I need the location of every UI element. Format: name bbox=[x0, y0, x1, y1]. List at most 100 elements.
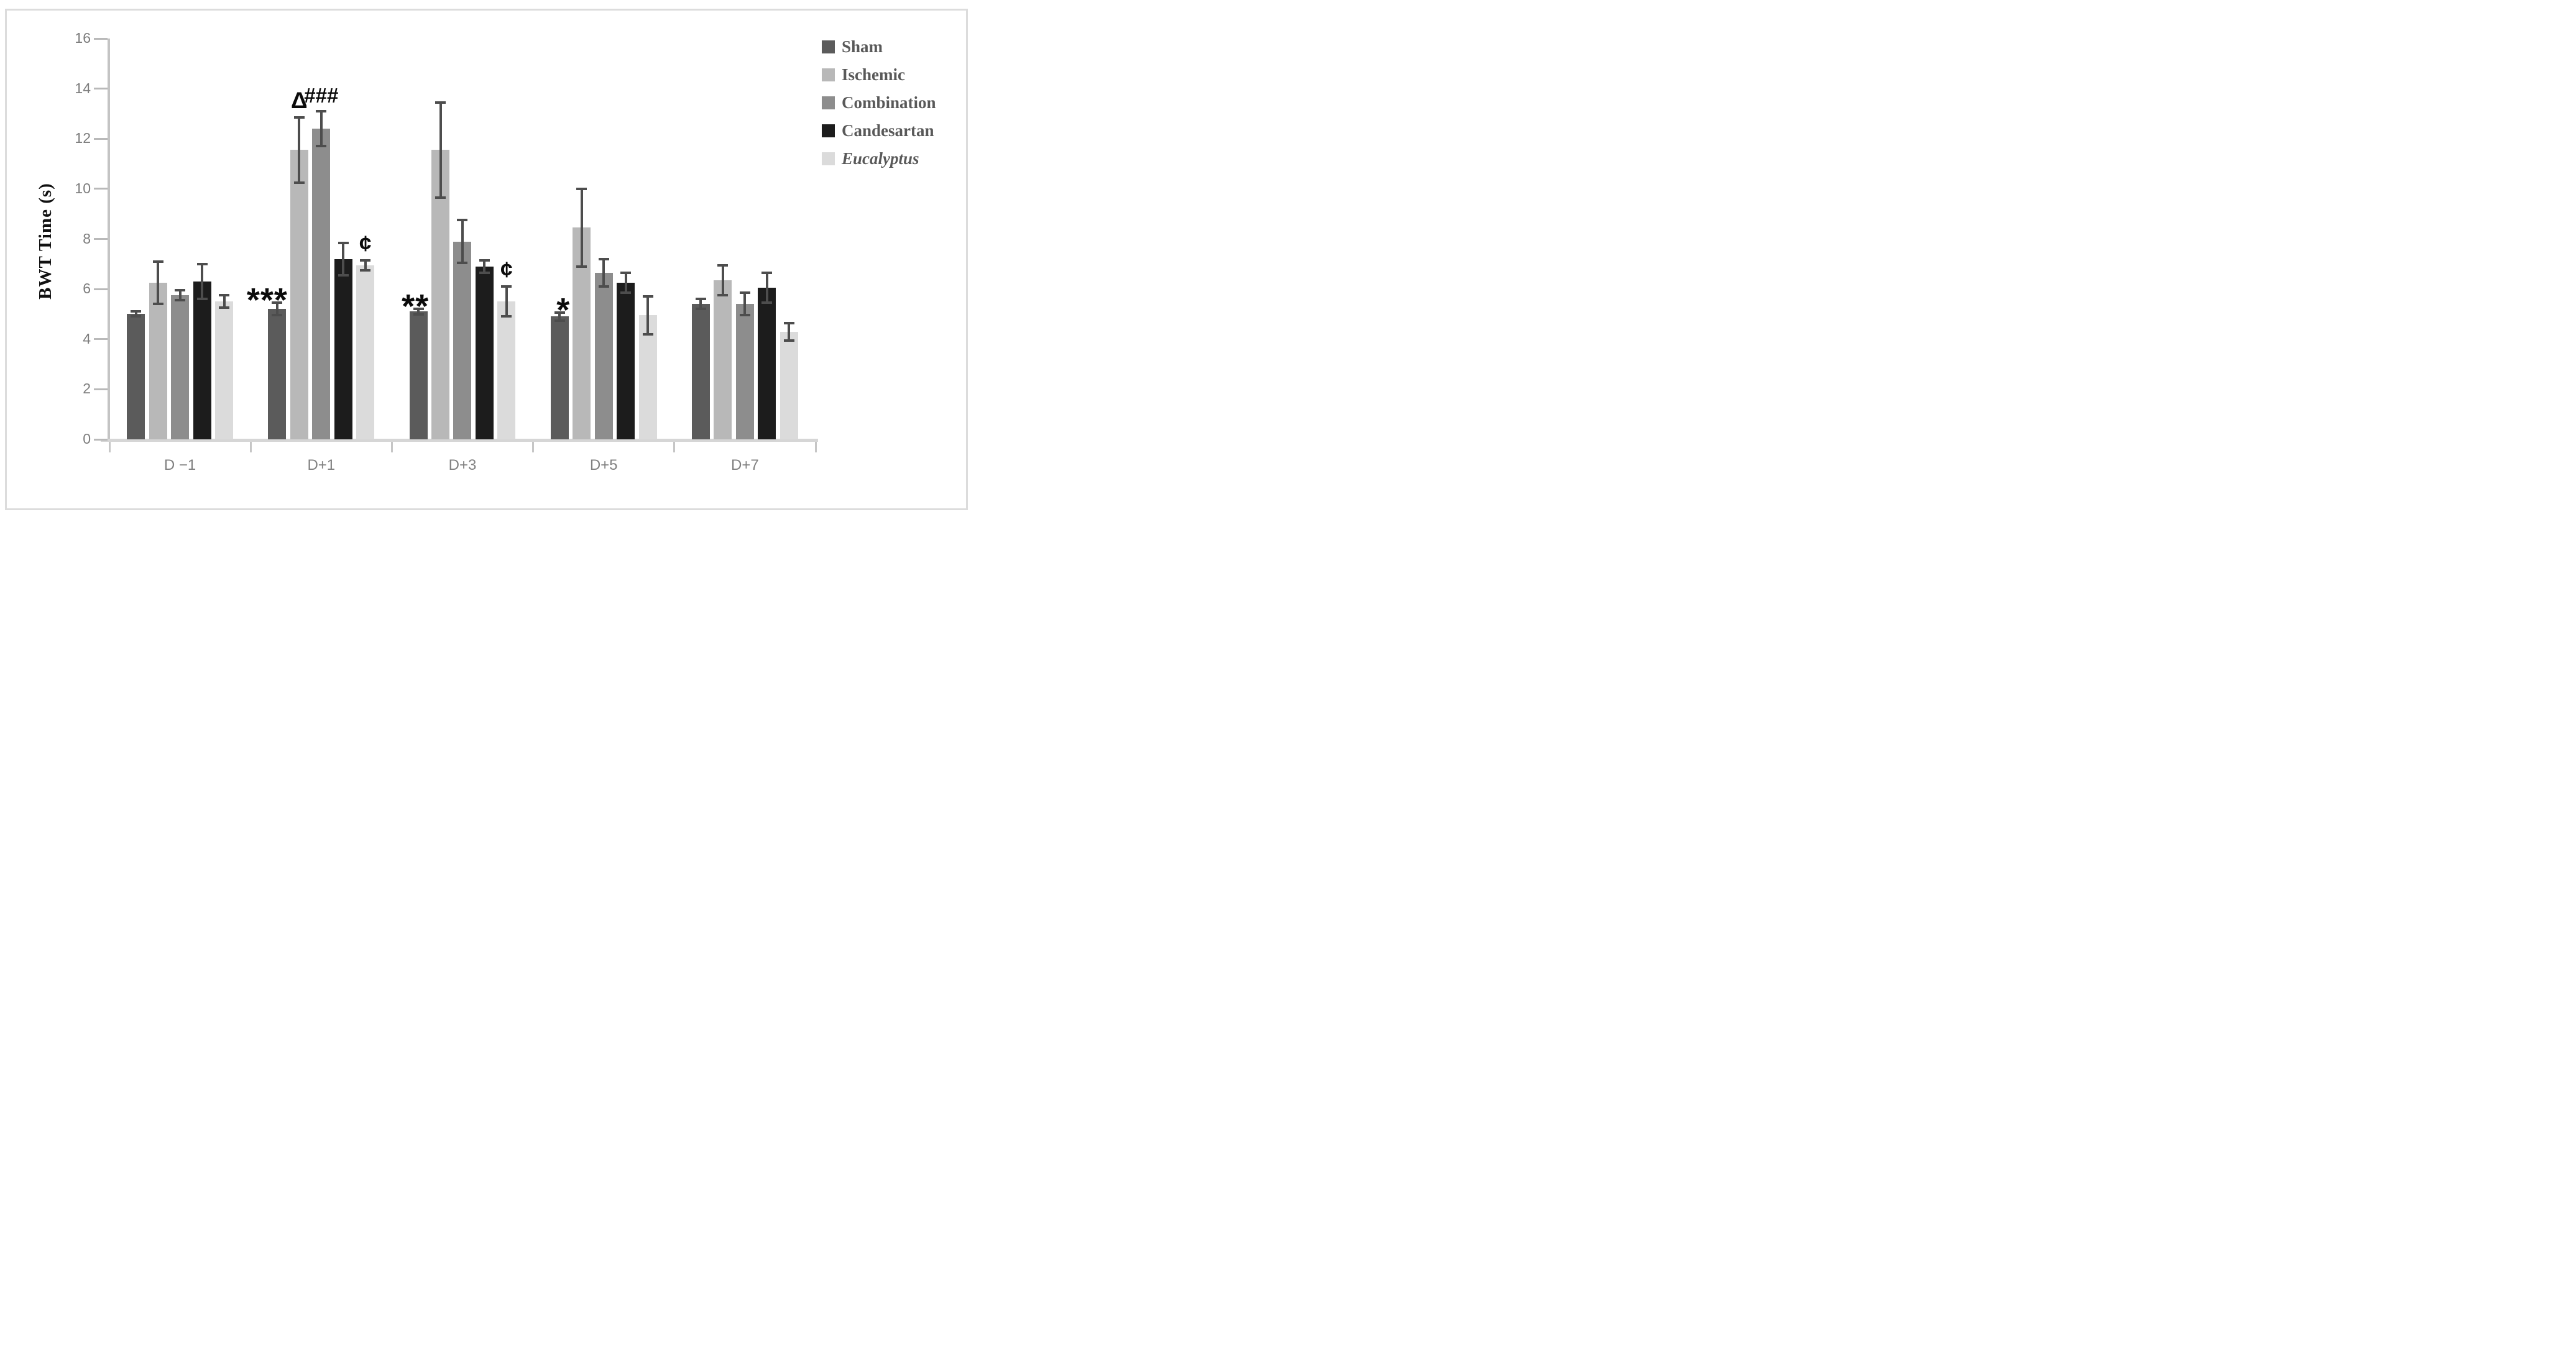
error-bar-cap-top bbox=[413, 307, 424, 310]
error-bar-stem bbox=[364, 260, 367, 270]
legend-swatch-eucalyptus bbox=[822, 152, 835, 165]
error-bar-cap-top bbox=[620, 271, 632, 274]
bar-cell bbox=[617, 39, 635, 439]
legend-label: Eucalyptus bbox=[842, 149, 919, 168]
y-tick-label: 6 bbox=[83, 280, 91, 297]
error-bar-cap-top bbox=[338, 241, 349, 244]
error-bar-cap-top bbox=[196, 262, 208, 265]
legend-label: Candesartan bbox=[842, 121, 934, 140]
bar-ischemic-D+7 bbox=[714, 280, 732, 439]
bar-cell bbox=[475, 39, 494, 439]
y-tick-mark bbox=[94, 288, 108, 290]
bar-cell bbox=[550, 39, 569, 439]
bar-ischemic-D−1 bbox=[149, 283, 167, 439]
x-tick-mark bbox=[532, 442, 535, 452]
bar-cell bbox=[193, 39, 211, 439]
legend-swatch-candesartan bbox=[822, 124, 835, 137]
error-bar-stem bbox=[320, 111, 323, 147]
error-bar-cap-bottom bbox=[152, 303, 163, 306]
bar-cell bbox=[171, 39, 190, 439]
y-axis-line bbox=[108, 39, 110, 442]
error-bar-stem bbox=[342, 242, 345, 275]
error-bar-cap-top bbox=[479, 259, 490, 262]
legend-swatch-sham bbox=[822, 40, 835, 53]
error-bar-stem bbox=[439, 102, 442, 198]
x-tick-mark bbox=[108, 442, 111, 452]
error-bar-stem bbox=[201, 263, 204, 300]
x-tick-mark bbox=[673, 442, 676, 452]
legend-swatch-ischemic bbox=[822, 68, 835, 81]
y-tick-mark bbox=[94, 388, 108, 390]
error-bar-cap-top bbox=[316, 109, 327, 112]
error-bar-cap-bottom bbox=[457, 261, 468, 264]
error-bar-cap-top bbox=[783, 321, 794, 324]
error-bar-stem bbox=[558, 313, 561, 321]
bar-group-D+5 bbox=[533, 39, 674, 439]
error-bar-stem bbox=[699, 299, 702, 309]
figure-canvas: BWT Time (s) 0 2 4 6 8 10 12 14 16 *** Δ ### ¢ ** ¢ * … bbox=[0, 0, 975, 518]
y-tick-mark bbox=[94, 37, 108, 40]
y-tick-mark bbox=[94, 137, 108, 140]
bar-cell bbox=[290, 39, 308, 439]
error-bar-cap-bottom bbox=[219, 306, 229, 309]
error-bar-cap-bottom bbox=[598, 285, 609, 288]
error-bar-stem bbox=[721, 265, 724, 296]
error-bar-cap-top bbox=[360, 259, 371, 262]
error-bar-stem bbox=[461, 220, 464, 263]
error-bar-cap-top bbox=[554, 311, 565, 314]
error-bar-cap-bottom bbox=[554, 319, 565, 322]
error-bar-cap-top bbox=[272, 301, 283, 304]
bar-cell bbox=[573, 39, 591, 439]
y-tick-label: 4 bbox=[83, 330, 91, 347]
legend-item-eucalyptus: Eucalyptus bbox=[822, 149, 919, 168]
error-bar-stem bbox=[624, 272, 627, 293]
error-bar-stem bbox=[298, 117, 301, 183]
error-bar-cap-top bbox=[739, 291, 750, 295]
bar-combination-D+1 bbox=[312, 129, 331, 439]
error-bar-cap-bottom bbox=[435, 196, 446, 199]
bar-cell bbox=[735, 39, 754, 439]
error-bar-cap-top bbox=[761, 271, 773, 274]
y-tick-label: 0 bbox=[83, 431, 91, 447]
plot-area: 0 2 4 6 8 10 12 14 16 *** Δ ### ¢ ** ¢ * D −1 D+1 D+3 D+5… bbox=[75, 30, 818, 474]
error-bar-cap-bottom bbox=[413, 313, 424, 316]
y-tick-mark bbox=[94, 438, 108, 441]
error-bar-cap-bottom bbox=[717, 294, 729, 297]
error-bar-cap-top bbox=[131, 310, 142, 313]
error-bar-cap-bottom bbox=[175, 299, 186, 302]
error-bar-cap-bottom bbox=[783, 339, 794, 342]
error-bar-cap-bottom bbox=[131, 315, 142, 318]
bar-candesartan-D+3 bbox=[475, 266, 494, 439]
y-axis-title: BWT Time (s) bbox=[35, 183, 55, 300]
error-bar-stem bbox=[505, 286, 508, 317]
legend-label: Combination bbox=[842, 93, 936, 112]
error-bar-cap-bottom bbox=[501, 315, 512, 318]
x-axis-line bbox=[101, 439, 818, 442]
error-bar-cap-top bbox=[435, 101, 446, 104]
error-bar-stem bbox=[483, 260, 486, 273]
error-bar-cap-bottom bbox=[695, 308, 706, 311]
x-category-label: D+3 bbox=[448, 457, 477, 474]
error-bar-stem bbox=[134, 311, 137, 317]
error-bar-cap-top bbox=[293, 116, 305, 119]
bar-eucalyptus-D+3 bbox=[497, 301, 516, 439]
y-tick-mark bbox=[94, 238, 108, 240]
y-tick-mark bbox=[94, 188, 108, 190]
x-category-label: D+7 bbox=[731, 457, 759, 474]
error-bar-stem bbox=[417, 308, 420, 315]
error-bar-stem bbox=[788, 323, 791, 341]
error-bar-cap-top bbox=[695, 298, 706, 301]
legend-item-ischemic: Ischemic bbox=[822, 65, 905, 84]
legend-item-combination: Combination bbox=[822, 93, 936, 112]
bar-sham-D+1 bbox=[268, 309, 287, 439]
bar-cell bbox=[127, 39, 145, 439]
error-bar-cap-bottom bbox=[576, 265, 587, 268]
error-bar-stem bbox=[743, 293, 747, 316]
error-bar-cap-bottom bbox=[739, 314, 750, 317]
error-bar-stem bbox=[275, 303, 278, 316]
legend-item-sham: Sham bbox=[822, 37, 883, 56]
bar-eucalyptus-D+7 bbox=[780, 331, 798, 439]
x-tick-mark bbox=[814, 442, 817, 452]
bar-eucalyptus-D−1 bbox=[215, 301, 233, 439]
bar-candesartan-D+1 bbox=[334, 259, 352, 439]
